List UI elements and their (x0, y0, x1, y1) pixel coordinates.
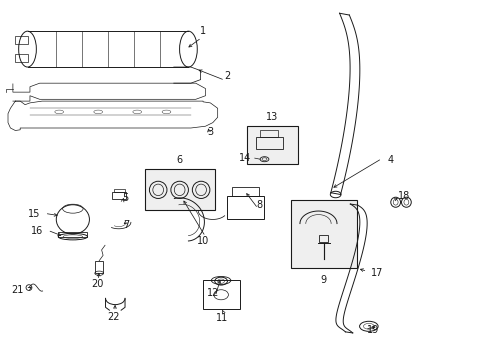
Text: 7: 7 (123, 220, 129, 230)
Text: 16: 16 (31, 226, 43, 236)
Bar (246, 126, 298, 164)
Bar (58, 232, 87, 237)
Bar (232, 187, 259, 196)
Text: 15: 15 (28, 209, 41, 219)
Bar (114, 189, 124, 192)
Text: 14: 14 (238, 153, 250, 163)
Bar (227, 196, 264, 220)
Bar (319, 234, 327, 242)
Text: 19: 19 (366, 325, 379, 335)
Text: 13: 13 (266, 112, 278, 122)
Text: 2: 2 (224, 71, 230, 81)
Text: 10: 10 (197, 236, 209, 246)
Bar (255, 137, 282, 149)
Bar (112, 192, 126, 199)
Text: 17: 17 (370, 268, 383, 278)
Bar (95, 261, 103, 273)
Text: 5: 5 (122, 193, 128, 203)
Text: 4: 4 (387, 155, 393, 165)
Bar (290, 200, 356, 268)
Bar (144, 169, 215, 211)
Text: 11: 11 (216, 313, 228, 323)
Text: 9: 9 (320, 275, 326, 285)
Text: 3: 3 (207, 127, 213, 136)
Text: 8: 8 (256, 200, 262, 210)
Text: 18: 18 (397, 191, 409, 201)
Text: 6: 6 (177, 155, 183, 165)
Text: 20: 20 (91, 279, 103, 289)
Bar (203, 280, 239, 309)
Text: 1: 1 (200, 26, 206, 36)
Text: 21: 21 (12, 285, 24, 296)
Bar (259, 130, 278, 137)
Text: 22: 22 (107, 312, 120, 322)
Text: 12: 12 (206, 288, 219, 298)
